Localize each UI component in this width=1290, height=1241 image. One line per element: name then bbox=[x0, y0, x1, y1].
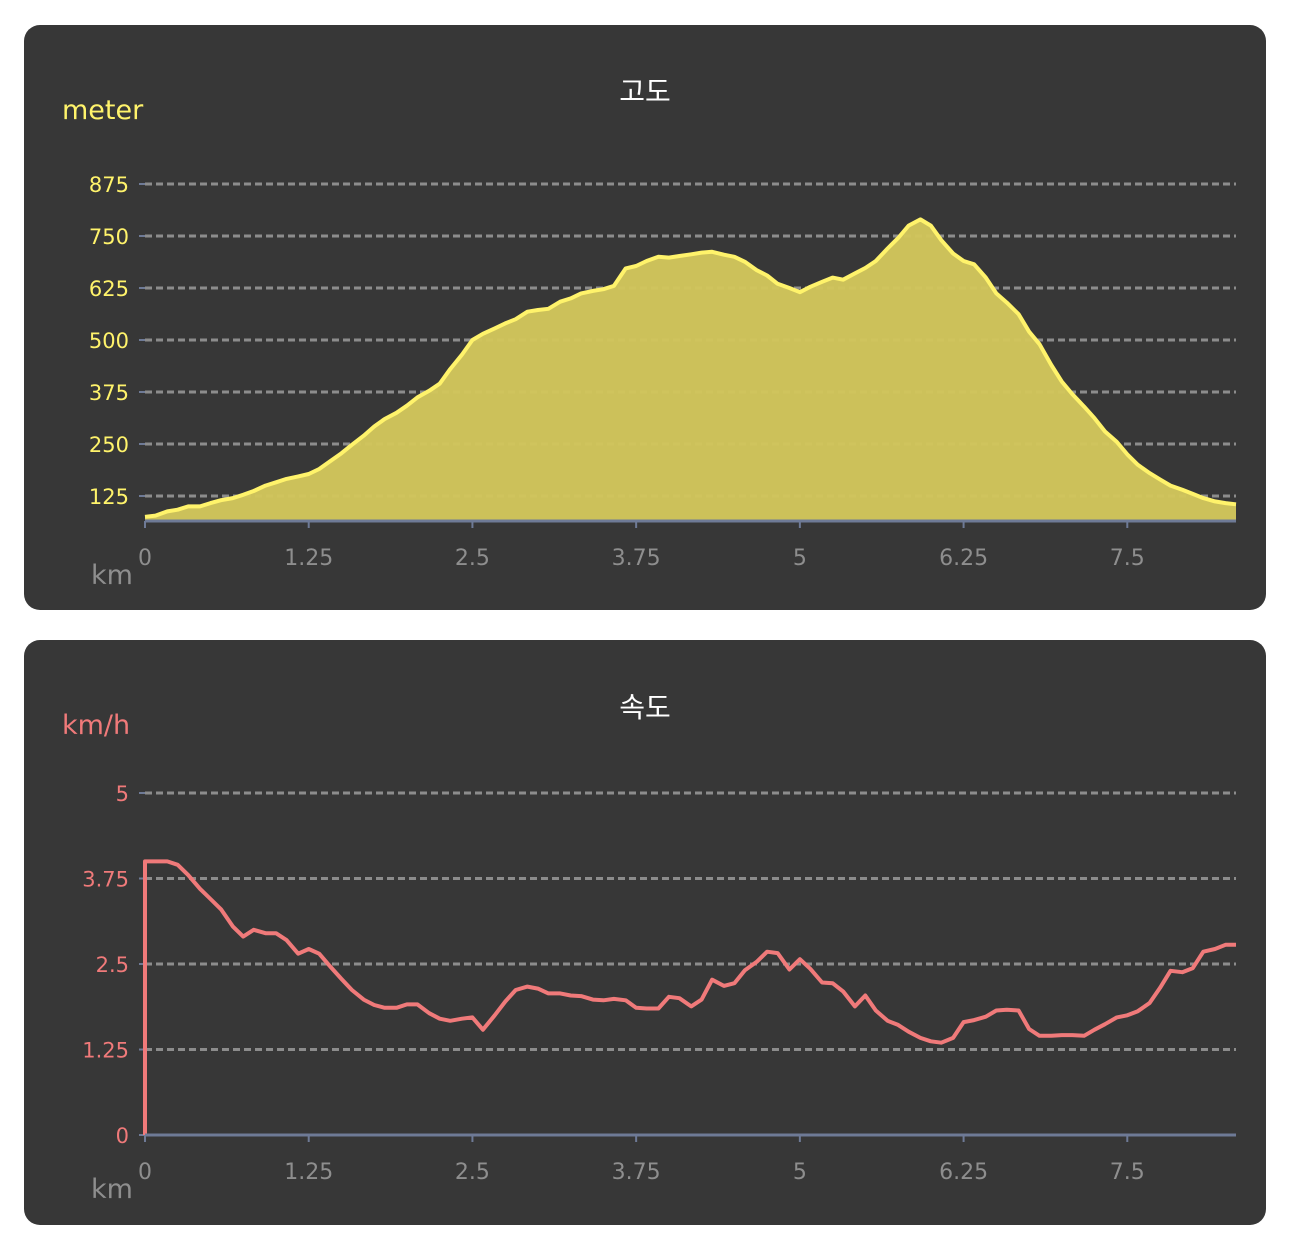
elevation-area-fill bbox=[145, 219, 1236, 521]
x-axis-unit-label: km bbox=[91, 1174, 133, 1205]
y-tick-label: 375 bbox=[89, 381, 129, 405]
elevation-chart-card: 고도 meter 125 250 375 500 625 750 875 0 1.25 2.5 3.75… bbox=[24, 25, 1266, 610]
elevation-line bbox=[144, 217, 1237, 519]
x-tick-label: 2.5 bbox=[455, 1160, 490, 1185]
y-tick-label: 500 bbox=[89, 329, 129, 353]
speed-chart: 속도 km/h 0 1.25 2.5 3.75 5 0 1.25 2.5 3.75 5 6.25 7.5 k… bbox=[62, 691, 1236, 1205]
x-tick-label: 2.5 bbox=[455, 546, 490, 571]
y-tick-label: 125 bbox=[89, 485, 129, 509]
elevation-chart: 고도 meter 125 250 375 500 625 750 875 0 1.25 2.5 3.75… bbox=[62, 75, 1237, 591]
x-tick-label: 6.25 bbox=[939, 1160, 988, 1185]
x-tick-label: 3.75 bbox=[612, 546, 661, 571]
speed-chart-card: 속도 km/h 0 1.25 2.5 3.75 5 0 1.25 2.5 3.75 5 6.25 7.5 k… bbox=[24, 640, 1266, 1225]
y-tick-label: 1.25 bbox=[82, 1039, 129, 1063]
speed-line bbox=[143, 859, 1236, 1135]
y-tick-label: 625 bbox=[89, 277, 129, 301]
x-tick-label: 0 bbox=[138, 546, 152, 571]
x-tick-label: 7.5 bbox=[1110, 1160, 1145, 1185]
y-axis-unit-label: km/h bbox=[62, 710, 130, 741]
y-tick-label: 2.5 bbox=[96, 953, 129, 977]
x-tick-label: 7.5 bbox=[1110, 546, 1145, 571]
x-tick-label: 3.75 bbox=[612, 1160, 661, 1185]
x-axis-unit-label: km bbox=[91, 560, 133, 591]
x-tick-label: 5 bbox=[793, 1160, 807, 1185]
chart-title: 속도 bbox=[619, 691, 671, 724]
y-axis-unit-label: meter bbox=[62, 95, 144, 126]
y-tick-label: 250 bbox=[89, 433, 129, 457]
x-tick-label: 5 bbox=[793, 546, 807, 571]
x-tick-label: 1.25 bbox=[284, 546, 333, 571]
x-tick-label: 1.25 bbox=[284, 1160, 333, 1185]
y-tick-label: 875 bbox=[89, 173, 129, 197]
x-tick-label: 6.25 bbox=[939, 546, 988, 571]
y-tick-label: 750 bbox=[89, 225, 129, 249]
chart-title: 고도 bbox=[619, 75, 671, 108]
x-tick-label: 0 bbox=[138, 1160, 152, 1185]
y-tick-label: 0 bbox=[116, 1124, 129, 1148]
y-tick-label: 5 bbox=[116, 782, 129, 806]
y-tick-label: 3.75 bbox=[82, 868, 129, 892]
